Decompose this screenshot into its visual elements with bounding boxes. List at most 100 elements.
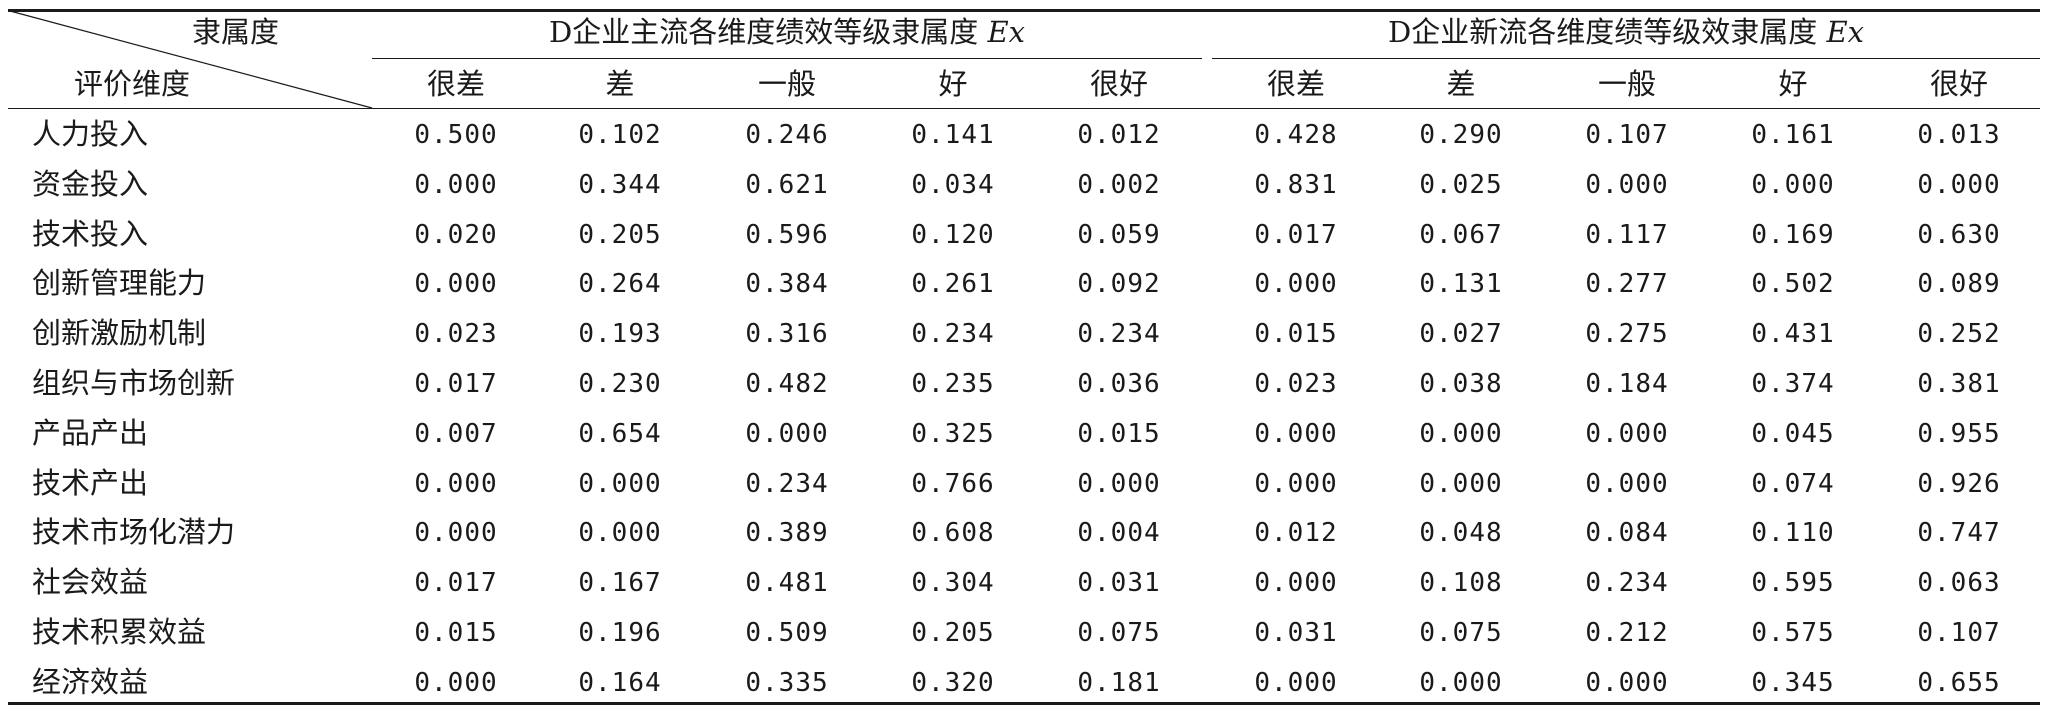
row-label: 创新激励机制 [32,316,207,351]
table-cell: 0.102 [578,120,662,150]
grade-header-main-3: 好 [938,67,968,101]
table-cell: 0.074 [1751,468,1835,499]
table-cell: 0.193 [578,319,662,350]
table-cell: 0.000 [414,169,498,200]
table-cell: 0.184 [1585,369,1669,399]
grade-header-main-4: 很好 [1089,67,1149,101]
table-cell: 0.316 [745,319,829,350]
table-cell: 0.067 [1419,219,1503,250]
table-cell: 0.027 [1419,319,1503,350]
grade-header-new-1: 差 [1446,67,1476,101]
table-cell: 0.320 [911,667,995,698]
table-cell: 0.015 [414,618,498,648]
group-header-new-var: Ex [1826,15,1865,49]
grade-header-main-2: 一般 [757,67,817,101]
table-cell: 0.015 [1077,418,1161,449]
table-cell: 0.000 [1917,169,2001,200]
table-cell: 0.141 [911,120,995,150]
row-label: 技术市场化潜力 [32,515,236,550]
table-cell: 0.023 [414,319,498,350]
table-cell: 0.012 [1077,120,1161,150]
table-cell: 0.059 [1077,219,1161,250]
table-cell: 0.000 [414,667,498,698]
table-cell: 0.621 [745,169,829,200]
table-cell: 0.092 [1077,269,1161,300]
table-cell: 0.766 [911,468,995,499]
table-cell: 0.000 [1585,468,1669,499]
group-rule-left [372,58,1202,59]
row-label: 创新管理能力 [32,266,207,301]
table-cell: 0.212 [1585,618,1669,648]
group-rule-right [1212,58,2040,59]
table-cell: 0.075 [1419,618,1503,648]
table-cell: 0.002 [1077,169,1161,200]
row-label: 资金投入 [32,166,149,201]
table-cell: 0.107 [1585,120,1669,150]
table-cell: 0.234 [1585,568,1669,599]
table-cell: 0.117 [1585,219,1669,250]
bottom-rule [8,702,2040,705]
table-cell: 0.000 [414,518,498,549]
table-cell: 0.036 [1077,369,1161,399]
table-cell: 0.608 [911,518,995,549]
grade-header-new-2: 一般 [1597,67,1657,101]
table-cell: 0.502 [1751,269,1835,300]
table-cell: 0.196 [578,618,662,648]
table-cell: 0.084 [1585,518,1669,549]
grade-header-main-1: 差 [605,67,635,101]
table-cell: 0.275 [1585,319,1669,350]
table-cell: 0.389 [745,518,829,549]
top-rule [8,9,2040,12]
table-cell: 0.234 [745,468,829,499]
row-label: 经济效益 [32,664,149,699]
table-cell: 0.000 [1254,269,1338,300]
table-cell: 0.655 [1917,667,2001,698]
table-cell: 0.335 [745,667,829,698]
table-cell: 0.045 [1751,418,1835,449]
table-cell: 0.164 [578,667,662,698]
table-cell: 0.000 [745,418,829,449]
table-cell: 0.230 [578,369,662,399]
table-cell: 0.048 [1419,518,1503,549]
table-cell: 0.481 [745,568,829,599]
table-cell: 0.344 [578,169,662,200]
table-cell: 0.000 [1585,169,1669,200]
group-header-new: D企业新流各维度绩等级效隶属度 Ex [1388,18,1864,47]
table-cell: 0.234 [911,319,995,350]
table-cell: 0.654 [578,418,662,449]
table-cell: 0.000 [578,468,662,499]
table-cell: 0.596 [745,219,829,250]
table-cell: 0.013 [1917,120,2001,150]
table-cell: 0.169 [1751,219,1835,250]
group-header-new-text: D企业新流各维度绩等级效隶属度 [1387,15,1827,49]
table-cell: 0.034 [911,169,995,200]
table-cell: 0.108 [1419,568,1503,599]
table-cell: 0.007 [414,418,498,449]
row-label: 技术投入 [32,216,149,251]
table-cell: 0.000 [1419,667,1503,698]
table-cell: 0.000 [1254,667,1338,698]
table-cell: 0.482 [745,369,829,399]
table-cell: 0.000 [1751,169,1835,200]
row-label: 技术积累效益 [32,615,207,649]
corner-top-label: 隶属度 [192,15,280,49]
table-cell: 0.017 [414,568,498,599]
table-cell: 0.630 [1917,219,2001,250]
table-cell: 0.431 [1751,319,1835,350]
table-cell: 0.167 [578,568,662,599]
table-cell: 0.374 [1751,369,1835,399]
table-cell: 0.000 [1254,418,1338,449]
table-cell: 0.252 [1917,319,2001,350]
table-cell: 0.000 [578,518,662,549]
table-cell: 0.345 [1751,667,1835,698]
grade-header-new-0: 很差 [1266,67,1326,101]
table-cell: 0.020 [414,219,498,250]
table-cell: 0.205 [911,618,995,648]
table-cell: 0.023 [1254,369,1338,399]
table-cell: 0.063 [1917,568,2001,599]
table-cell: 0.428 [1254,120,1338,150]
table-cell: 0.089 [1917,269,2001,300]
table-cell: 0.384 [745,269,829,300]
table-cell: 0.205 [578,219,662,250]
